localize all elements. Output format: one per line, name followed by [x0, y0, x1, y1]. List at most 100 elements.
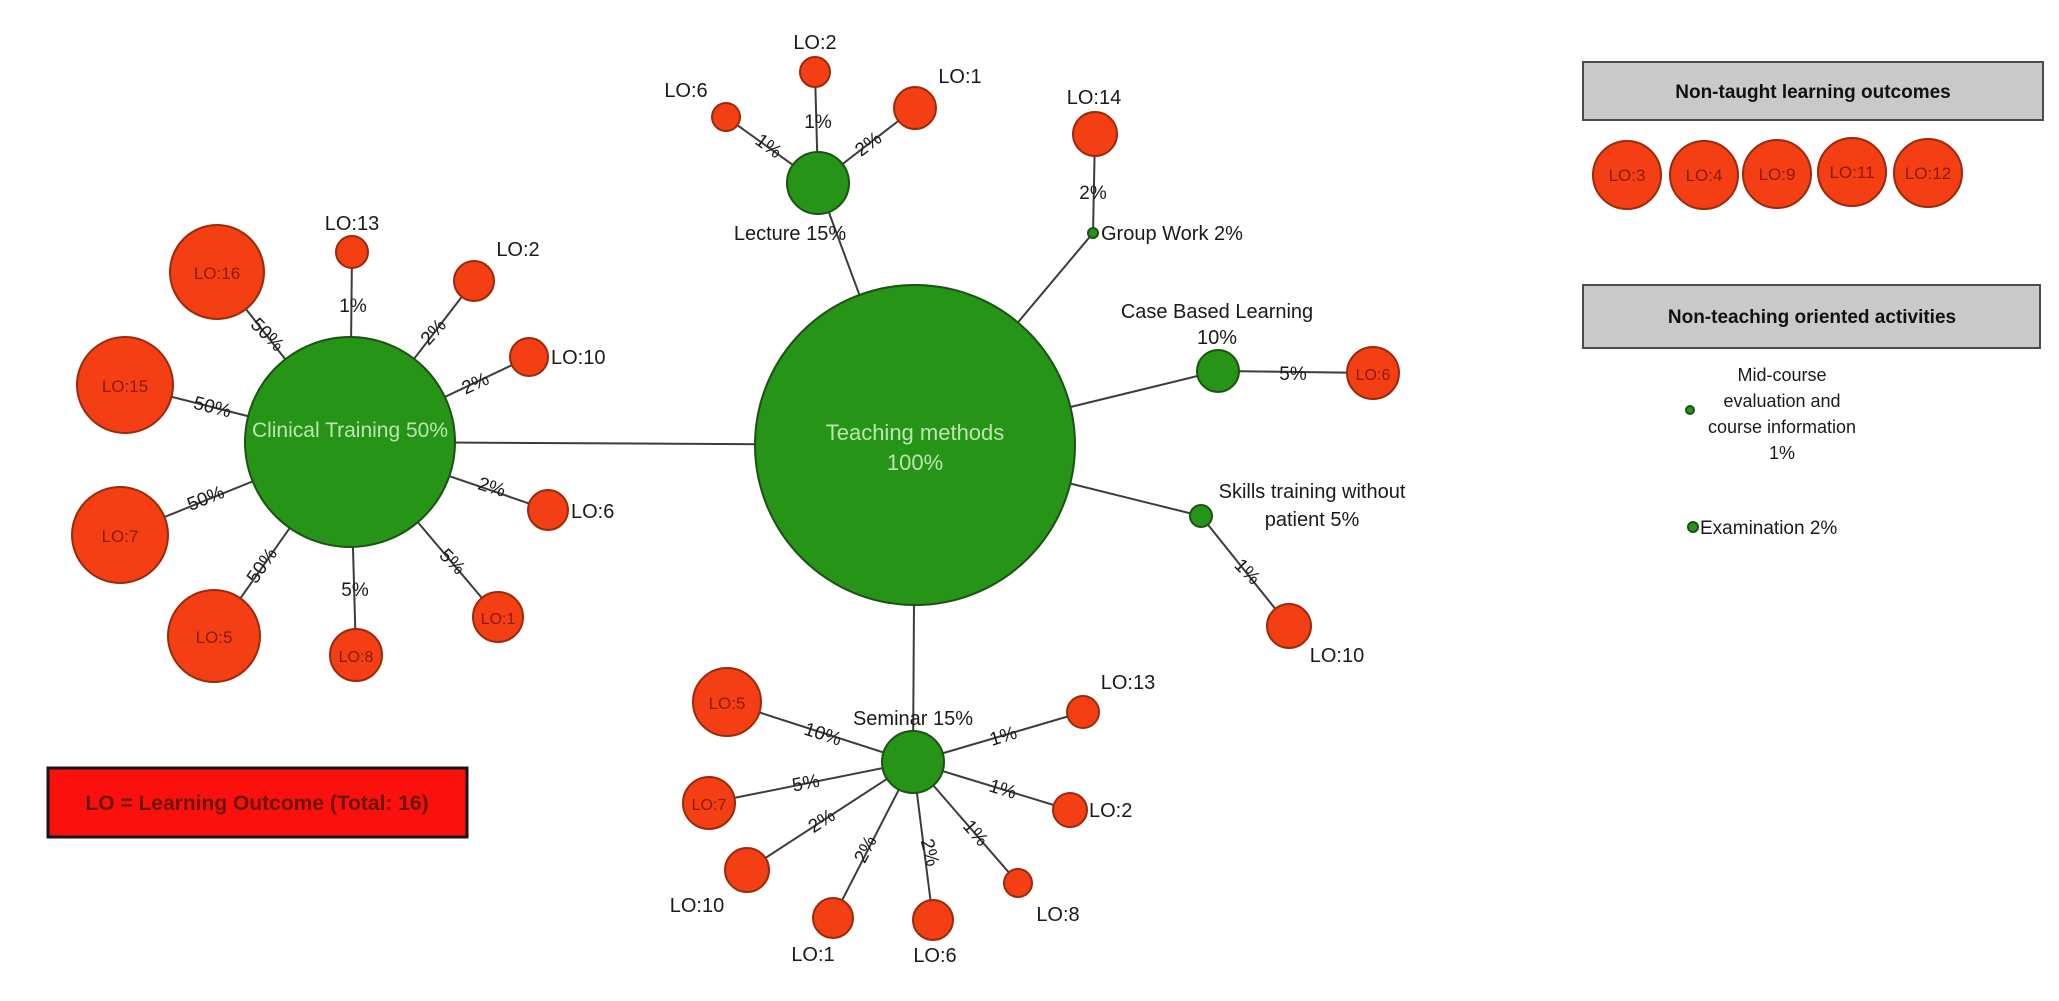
satellite-label: LO:2 [1089, 800, 1132, 822]
satellite-label: LO:14 [1067, 87, 1121, 109]
teaching-label-line1: Teaching methods [826, 420, 1005, 445]
satellite-label: LO:16 [194, 264, 240, 283]
examination-dot [1687, 521, 1699, 533]
satellite-label: LO:2 [793, 32, 836, 54]
group-work-dot [1087, 227, 1099, 239]
satellite-circle-lo6 [912, 899, 954, 941]
satellite-label: LO:10 [670, 895, 724, 917]
cluster-case-based: Case Based Learning 10% LO:6 5% [1121, 301, 1400, 400]
skills-label-line1: Skills training without [1219, 481, 1406, 503]
legend-circle-label: LO:9 [1759, 165, 1796, 184]
satellite-circle-lo7 [682, 776, 736, 830]
satellite-label: LO:6 [1356, 367, 1391, 384]
legend-non-taught-title: Non-taught learning outcomes [1675, 82, 1951, 103]
legend-circle-label: LO:3 [1609, 166, 1646, 185]
group-work-label: Group Work 2% [1101, 223, 1243, 245]
skills-label-line2: patient 5% [1265, 509, 1360, 531]
seminar-label: Seminar 15% [853, 708, 973, 730]
edge-pct-label: 5% [341, 580, 369, 601]
satellite-circle-lo2 [453, 260, 495, 302]
edge-pct-label: 1% [804, 112, 832, 133]
lecture-circle [786, 151, 850, 215]
legend-circle-lo11 [1817, 137, 1887, 207]
satellite-label: LO:6 [571, 501, 614, 523]
satellite-circle-lo6 [1346, 346, 1400, 400]
satellite-label: LO:1 [791, 944, 834, 966]
satellite-label: LO:6 [913, 945, 956, 967]
clinical-circle [244, 336, 456, 548]
seminar-circle [881, 730, 945, 794]
case-based-circle [1196, 349, 1240, 393]
lecture-label: Lecture 15% [734, 223, 847, 245]
cluster-group-work: Group Work 2% LO:14 2% [1067, 87, 1243, 245]
midcourse-label-line2: evaluation and [1723, 391, 1840, 411]
satellite-circle-lo16 [169, 224, 265, 320]
satellite-circle-lo6 [711, 102, 741, 132]
midcourse-label-line3: course information [1708, 417, 1856, 437]
legend-non-taught-box [1582, 61, 2044, 121]
satellite-circle-lo8 [329, 628, 383, 682]
satellite-circle-lo15 [76, 336, 174, 434]
legend-circle-lo4 [1669, 140, 1739, 210]
satellite-label: LO:10 [551, 347, 605, 369]
satellite-circle-lo7 [71, 486, 169, 584]
edge-skills-lo10 [1200, 515, 1290, 627]
legend-non-taught: Non-taught learning outcomes LO:3 LO:4 L… [1582, 61, 2044, 210]
teaching-label-line2: 100% [887, 450, 943, 475]
legend-non-teaching: Non-teaching oriented activities Mid-cou… [1582, 284, 2041, 539]
edge-seminar-lo10 [746, 761, 914, 871]
cluster-seminar: Seminar 15% LO:5 10% LO:7 5% LO:10 2% LO… [670, 667, 1155, 967]
satellite-label: LO:7 [692, 797, 727, 814]
satellite-label: LO:8 [1036, 904, 1079, 926]
case-based-label-line2: 10% [1197, 327, 1237, 349]
edge-pct-label: 5% [790, 771, 821, 797]
teaching-circle [754, 284, 1076, 606]
cluster-clinical: Clinical Training 50% LO:16 50% LO:13 1%… [71, 213, 614, 683]
satellite-label: LO:1 [481, 611, 516, 628]
legend-non-teaching-title: Non-teaching oriented activities [1668, 307, 1956, 328]
satellite-circle-lo2 [799, 56, 831, 88]
satellite-circle-lo1 [472, 591, 524, 643]
satellite-circle-lo5 [167, 589, 261, 683]
legend-circle-label: LO:4 [1686, 166, 1723, 185]
legend-circle-label: LO:11 [1829, 163, 1874, 182]
satellite-circle-lo6 [527, 489, 569, 531]
satellite-label: LO:6 [664, 80, 707, 102]
edge-seminar-lo7 [708, 761, 914, 804]
midcourse-label-line4: 1% [1769, 443, 1795, 463]
satellite-label: LO:7 [102, 527, 139, 546]
satellite-circle-lo10 [1266, 603, 1312, 649]
satellite-label: LO:10 [1310, 645, 1364, 667]
satellite-circle-lo10 [509, 337, 549, 377]
satellite-label: LO:15 [102, 377, 148, 396]
legend-non-teaching-box [1582, 284, 2041, 349]
case-based-label-line1: Case Based Learning [1121, 301, 1313, 323]
satellite-label: LO:1 [938, 66, 981, 88]
legend-circle-label: LO:12 [1905, 164, 1951, 183]
satellite-circle-lo13 [335, 235, 369, 269]
clinical-label: Clinical Training 50% [252, 419, 448, 442]
legend-circle-lo12 [1893, 138, 1963, 208]
legend-circle-lo9 [1742, 139, 1812, 209]
examination-label: Examination 2% [1700, 518, 1837, 539]
edge-pct-label: 1% [339, 296, 367, 317]
satellite-label: LO:5 [709, 694, 746, 713]
midcourse-label-line1: Mid-course [1737, 365, 1826, 385]
satellite-circle-lo1 [812, 897, 854, 939]
satellite-circle-lo13 [1066, 695, 1100, 729]
satellite-label: LO:8 [339, 649, 374, 666]
legend-circle-lo3 [1592, 140, 1662, 210]
midcourse-dot [1685, 405, 1695, 415]
note-text: LO = Learning Outcome (Total: 16) [85, 792, 428, 815]
satellite-circle-lo2 [1052, 792, 1088, 828]
satellite-label: LO:13 [325, 213, 379, 235]
note-box [46, 766, 469, 839]
satellite-circle-lo10 [724, 847, 770, 893]
satellite-label: LO:5 [196, 628, 233, 647]
satellite-label: LO:2 [496, 239, 539, 261]
satellite-label: LO:13 [1101, 672, 1155, 694]
satellite-circle-lo1 [893, 86, 937, 130]
cluster-teaching: Teaching methods 100% [754, 284, 1076, 606]
